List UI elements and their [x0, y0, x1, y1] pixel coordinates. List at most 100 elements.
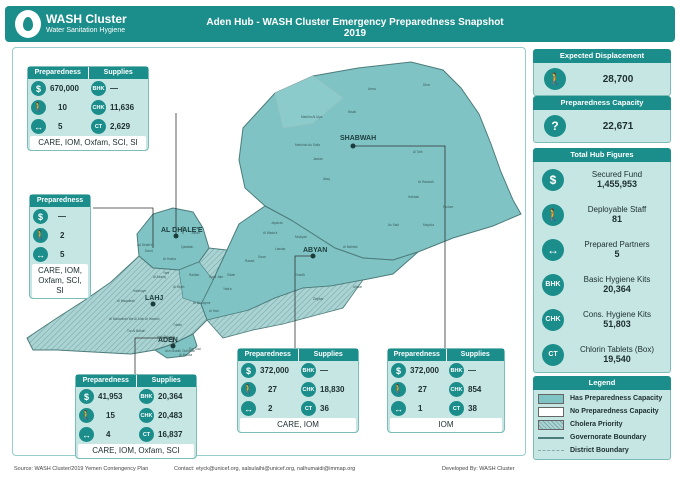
dollar-icon: $	[241, 363, 256, 378]
district-label: Habban	[408, 195, 419, 199]
walking-person-icon: 🚶	[79, 408, 94, 423]
bhk-icon: BHK	[139, 389, 154, 404]
partners-list: CARE, IOM, Oxfam, SCI	[92, 446, 180, 455]
district-label: Ataq	[323, 177, 330, 181]
legend-title: Legend	[533, 376, 671, 390]
district-label: Tuban	[173, 323, 182, 327]
legend-cholera-priority: Cholera Priority	[534, 418, 670, 431]
partners-icon: ↔	[241, 401, 256, 416]
basic-hygiene-kits-label: Basic Hygiene Kits	[583, 275, 651, 284]
district-label: Halimayn	[133, 289, 147, 293]
partners-value: 1	[418, 404, 423, 413]
district-label: Markha Al Ulya	[301, 115, 323, 119]
expected-displacement-title: Expected Displacement	[533, 49, 671, 63]
staff-value: 27	[268, 385, 277, 394]
district-label: Dar Sad	[189, 347, 201, 351]
footer-source: Source: WASH Cluster/2019 Yemen Contenge…	[14, 466, 149, 472]
partners-icon: ↔	[31, 119, 46, 134]
district-label: Lawdar	[275, 247, 286, 251]
district-label: Ash Shu'ayb	[157, 335, 175, 339]
chk-icon: CHK	[301, 382, 316, 397]
expected-displacement-value: 28,700	[602, 73, 634, 85]
partners-list: CARE, IOM	[277, 420, 319, 429]
chk-value: 11,636	[110, 103, 135, 112]
partners-list: IOM	[438, 420, 454, 429]
district-label: Arma	[368, 87, 376, 91]
district-label: Al Husha	[163, 257, 176, 261]
district-label: Merkhah As Sufla	[295, 143, 320, 147]
aden-card: Preparedness Supplies $41,953 BHK 20,364 …	[75, 374, 197, 459]
preparedness-header: Preparedness	[28, 67, 89, 79]
ct-value: 38	[468, 404, 477, 413]
partners-list: CARE, IOM, Oxfam, SCI, SI	[38, 138, 138, 147]
district-label: Jardan	[313, 157, 323, 161]
header-banner: WASH Cluster Water Sanitation Hygiene Ad…	[5, 6, 675, 42]
walking-person-icon: 🚶	[31, 100, 46, 115]
dollar-icon: $	[542, 168, 564, 191]
district-label: Ahwar	[353, 285, 363, 289]
total-hub-title: Total Hub Figures	[533, 148, 671, 162]
abyan-label: ABYAN	[303, 247, 327, 254]
district-label: Sarar	[258, 255, 267, 259]
partners-icon: ↔	[33, 247, 48, 262]
abyan-coastal-cholera-priority	[206, 279, 364, 339]
lahj-label: LAHJ	[145, 295, 163, 302]
district-label: Radfan	[189, 273, 200, 277]
logo-subtitle: Water Sanitation Hygiene	[46, 27, 126, 34]
expected-displacement-panel: Expected Displacement 🚶 28,700	[533, 49, 671, 96]
district-label: Al Had	[209, 309, 219, 313]
wash-cluster-logo: WASH Cluster Water Sanitation Hygiene	[15, 10, 127, 38]
dollar-icon: $	[31, 81, 46, 96]
ct-icon: CT	[139, 427, 154, 442]
ct-icon: CT	[542, 343, 564, 366]
district-label: Dhar	[423, 83, 431, 87]
al-dhalee-card: Preparedness Supplies $670,000 BHK — 🚶 10 …	[27, 66, 149, 151]
deployable-staff-label: Deployable Staff	[587, 205, 647, 214]
district-label: Al Mahfad	[343, 245, 358, 249]
lahj-connector	[93, 207, 154, 248]
ct-value: 36	[320, 404, 329, 413]
supplies-header: Supplies	[298, 349, 358, 361]
walking-person-icon: 🚶	[542, 203, 564, 226]
secured-fund-value: 1,455,953	[596, 179, 638, 189]
staff-value: 2	[60, 231, 65, 240]
partners-icon: ↔	[391, 401, 406, 416]
district-label: Mayfa'a	[423, 223, 434, 227]
walking-person-icon: 🚶	[241, 382, 256, 397]
district-label: Khanfir	[295, 273, 306, 277]
aden-connector	[134, 337, 174, 380]
district-label: Qatabah	[181, 245, 193, 249]
legend-district-boundary: District Boundary	[534, 444, 670, 457]
shabwah-north-district	[274, 75, 344, 129]
abyan-card: Preparedness Supplies $372,000 BHK — 🚶 27 …	[237, 348, 359, 433]
map-frame: SHABWAH ABYAN AL DHALE'E LAHJ ADEN Arma D…	[12, 47, 526, 459]
cons-hygiene-kits-label: Cons. Hygiene Kits	[582, 310, 652, 319]
district-label: Al Azariq	[153, 275, 166, 279]
displacement-value: 372,000	[410, 366, 439, 375]
partners-value: 5	[60, 250, 65, 259]
chk-icon: CHK	[449, 382, 464, 397]
district-label: Al Milah	[173, 285, 185, 289]
district-label: Zinjibar	[313, 297, 324, 301]
displacement-value: 670,000	[50, 84, 79, 93]
district-label: Ar Rawdah	[418, 180, 434, 184]
total-hub-panel: Total Hub Figures $ Secured Fund 1,455,95…	[533, 148, 671, 373]
district-label: Al Mualla	[179, 353, 192, 357]
preparedness-header: Preparedness	[238, 349, 299, 361]
shabwah-label: SHABWAH	[340, 135, 376, 142]
supplies-header: Supplies	[88, 67, 148, 79]
bhk-icon: BHK	[449, 363, 464, 378]
district-label: Damt	[145, 249, 153, 253]
chlorin-tablets-label: Chlorin Tablets (Box)	[579, 345, 655, 354]
chk-icon: CHK	[139, 408, 154, 423]
aden-hub-dot	[170, 343, 176, 349]
lahj-card: Preparedness $ — 🚶 2 ↔ 5 CARE, IOM, Oxfam, …	[29, 194, 91, 299]
bhk-value: 20,364	[158, 392, 183, 401]
chk-value: 20,483	[158, 411, 183, 420]
ct-icon: CT	[449, 401, 464, 416]
supplies-header: Supplies	[446, 349, 504, 361]
al-dhalee-label: AL DHALE'E	[161, 227, 203, 234]
footer-contact: Contact: etyck@unicef.org, salsulaihi@un…	[174, 466, 356, 472]
water-drop-icon	[15, 10, 41, 38]
district-label: Al Wade'a	[263, 231, 278, 235]
